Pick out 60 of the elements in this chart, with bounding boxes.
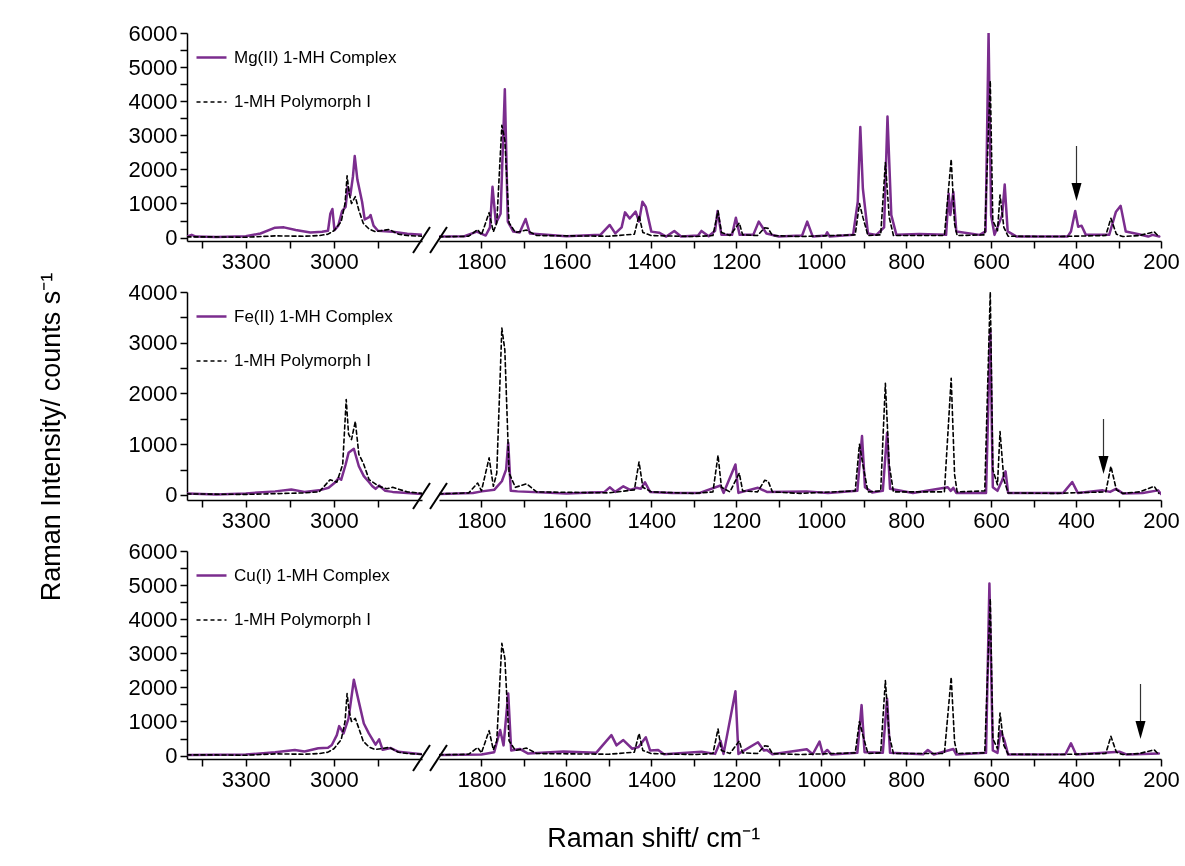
x-tick-label: 800 [888, 766, 926, 792]
y-tick-label: 1000 [128, 431, 178, 457]
y-tick-label: 6000 [128, 538, 178, 564]
x-tick-label: 600 [973, 507, 1010, 533]
y-axis-title: Raman Intensity/ counts s⁻¹ [36, 272, 67, 602]
y-tick-label: 6000 [128, 20, 178, 46]
x-tick-label: 1600 [542, 507, 592, 533]
x-tick-label: 1600 [542, 766, 592, 792]
x-tick-label: 1400 [627, 507, 677, 533]
y-tick-label: 3000 [128, 122, 178, 148]
x-tick-label: 600 [973, 766, 1010, 792]
legend-label: Mg(II) 1-MH Complex [234, 47, 397, 67]
legend-label: 1-MH Polymorph I [234, 610, 371, 629]
y-tick-label: 0 [165, 482, 178, 508]
y-tick-label: 4000 [128, 88, 178, 114]
x-tick-label: 1800 [457, 507, 507, 533]
y-tick-label: 3000 [128, 330, 178, 356]
x-tick-label: 1800 [457, 248, 507, 274]
x-tick-label: 600 [973, 248, 1010, 274]
legend-label: Cu(I) 1-MH Complex [234, 565, 391, 585]
x-tick-label: 1200 [712, 766, 762, 792]
x-tick-label: 3300 [221, 766, 271, 792]
y-tick-label: 1000 [128, 708, 178, 734]
y-tick-label: 2000 [128, 380, 178, 406]
y-tick-label: 5000 [128, 572, 178, 598]
x-tick-label: 1200 [712, 248, 762, 274]
x-tick-label: 1000 [797, 507, 847, 533]
x-tick-label: 200 [1143, 248, 1180, 274]
x-tick-label: 200 [1143, 507, 1180, 533]
x-tick-label: 200 [1143, 766, 1180, 792]
x-axis-title: Raman shift/ cm⁻¹ [547, 823, 761, 853]
y-tick-label: 3000 [128, 640, 178, 666]
legend-label: 1-MH Polymorph I [234, 92, 371, 111]
x-tick-label: 1400 [627, 766, 677, 792]
x-tick-label: 1800 [457, 766, 507, 792]
x-tick-label: 1200 [712, 507, 762, 533]
y-tick-label: 1000 [128, 190, 178, 216]
legend-label: 1-MH Polymorph I [234, 351, 371, 370]
x-tick-label: 800 [888, 507, 926, 533]
y-tick-label: 4000 [128, 606, 178, 632]
y-tick-label: 5000 [128, 54, 178, 80]
y-tick-label: 4000 [128, 279, 178, 305]
x-tick-label: 1400 [627, 248, 677, 274]
x-tick-label: 1000 [797, 766, 847, 792]
y-tick-label: 2000 [128, 674, 178, 700]
y-tick-label: 0 [165, 225, 178, 251]
x-tick-label: 800 [888, 248, 926, 274]
x-tick-label: 400 [1058, 507, 1095, 533]
y-tick-label: 0 [165, 743, 178, 769]
x-tick-label: 3300 [221, 507, 271, 533]
x-tick-label: 3000 [309, 248, 359, 274]
x-tick-label: 400 [1058, 248, 1095, 274]
legend-label: Fe(II) 1-MH Complex [234, 306, 394, 326]
x-tick-label: 3300 [221, 248, 271, 274]
x-tick-label: 400 [1058, 766, 1095, 792]
x-tick-label: 1600 [542, 248, 592, 274]
x-tick-label: 3000 [309, 507, 359, 533]
x-tick-label: 3000 [309, 766, 359, 792]
x-tick-label: 1000 [797, 248, 847, 274]
y-tick-label: 2000 [128, 156, 178, 182]
